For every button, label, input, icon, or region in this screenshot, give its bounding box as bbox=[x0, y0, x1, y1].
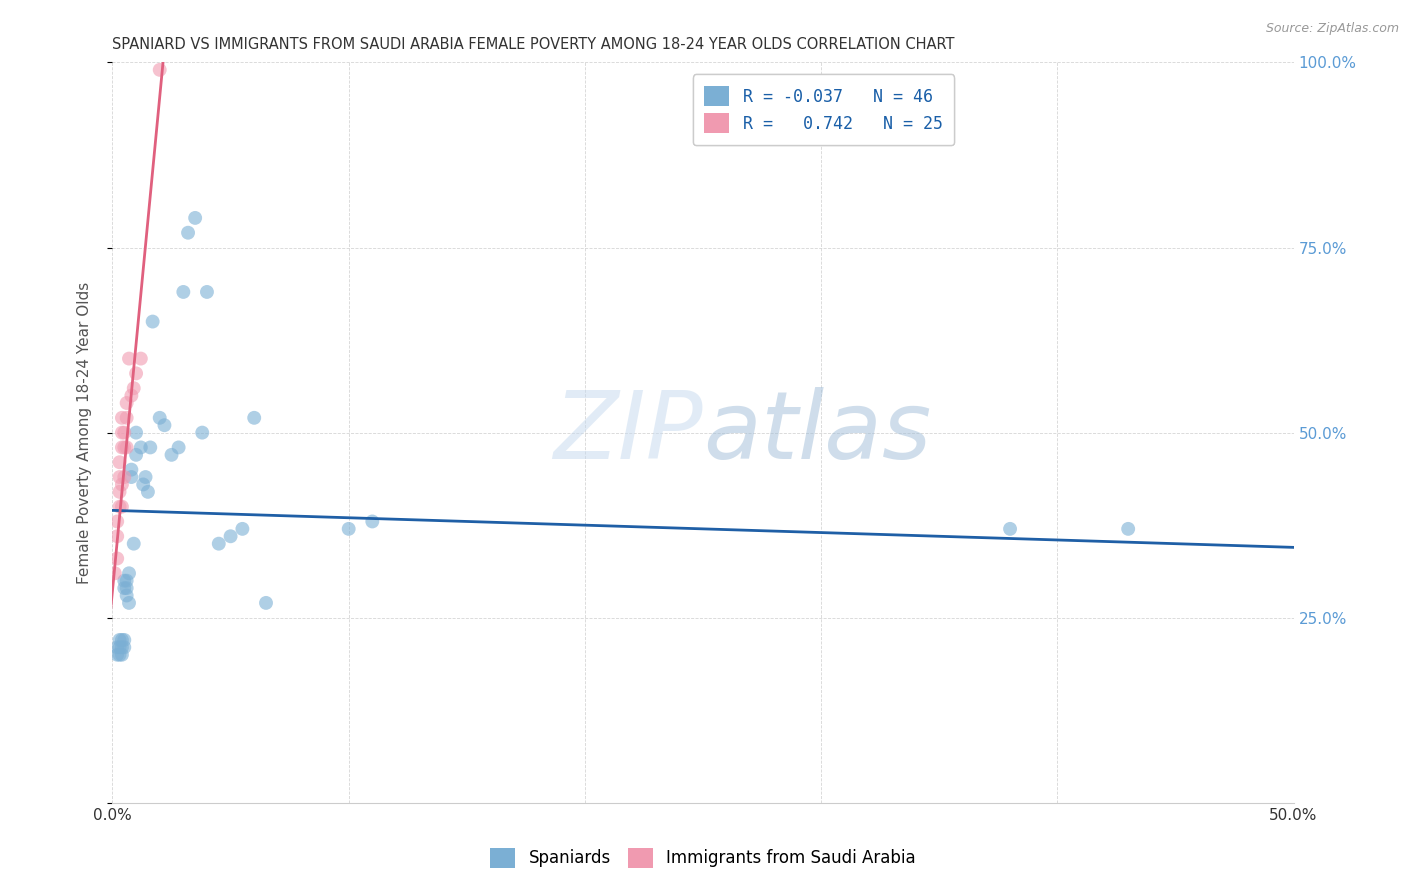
Point bbox=[337, 522, 360, 536]
Point bbox=[108, 640, 131, 655]
Point bbox=[111, 632, 134, 647]
Point bbox=[120, 388, 142, 402]
Point bbox=[219, 529, 242, 543]
Point bbox=[184, 211, 207, 225]
Point bbox=[111, 500, 134, 514]
Y-axis label: Female Poverty Among 18-24 Year Olds: Female Poverty Among 18-24 Year Olds bbox=[77, 282, 91, 583]
Point bbox=[111, 410, 134, 425]
Point bbox=[129, 441, 152, 455]
Point bbox=[111, 640, 134, 655]
Point bbox=[112, 441, 135, 455]
Point bbox=[231, 522, 253, 536]
Point bbox=[108, 500, 131, 514]
Point bbox=[149, 62, 172, 77]
Point bbox=[112, 470, 135, 484]
Point bbox=[243, 410, 266, 425]
Point bbox=[111, 425, 134, 440]
Point bbox=[118, 566, 141, 581]
Point bbox=[149, 410, 172, 425]
Point bbox=[139, 441, 162, 455]
Point bbox=[115, 396, 138, 410]
Point bbox=[125, 367, 148, 381]
Point bbox=[108, 648, 131, 662]
Point bbox=[254, 596, 277, 610]
Point bbox=[111, 648, 134, 662]
Point bbox=[132, 477, 155, 491]
Point bbox=[105, 648, 128, 662]
Point bbox=[142, 314, 165, 328]
Point bbox=[111, 441, 134, 455]
Point bbox=[135, 470, 157, 484]
Legend: Spaniards, Immigrants from Saudi Arabia: Spaniards, Immigrants from Saudi Arabia bbox=[484, 841, 922, 875]
Point bbox=[108, 484, 131, 499]
Point bbox=[115, 574, 138, 588]
Point bbox=[104, 566, 127, 581]
Point bbox=[105, 515, 128, 529]
Text: atlas: atlas bbox=[703, 387, 931, 478]
Point bbox=[172, 285, 194, 299]
Point bbox=[112, 640, 135, 655]
Point bbox=[105, 551, 128, 566]
Legend: R = -0.037   N = 46, R =   0.742   N = 25: R = -0.037 N = 46, R = 0.742 N = 25 bbox=[693, 74, 955, 145]
Text: ZIP: ZIP bbox=[554, 387, 703, 478]
Point bbox=[122, 536, 145, 550]
Point bbox=[108, 632, 131, 647]
Point bbox=[108, 455, 131, 469]
Point bbox=[112, 632, 135, 647]
Point bbox=[160, 448, 183, 462]
Point bbox=[112, 581, 135, 595]
Point bbox=[153, 418, 176, 433]
Point bbox=[115, 410, 138, 425]
Point bbox=[111, 477, 134, 491]
Point bbox=[108, 470, 131, 484]
Point bbox=[115, 581, 138, 595]
Point bbox=[361, 515, 384, 529]
Point bbox=[120, 462, 142, 476]
Point bbox=[125, 425, 148, 440]
Point bbox=[1116, 522, 1139, 536]
Point bbox=[118, 351, 141, 366]
Point bbox=[177, 226, 200, 240]
Point bbox=[998, 522, 1021, 536]
Point bbox=[118, 596, 141, 610]
Point bbox=[112, 425, 135, 440]
Point bbox=[105, 640, 128, 655]
Text: SPANIARD VS IMMIGRANTS FROM SAUDI ARABIA FEMALE POVERTY AMONG 18-24 YEAR OLDS CO: SPANIARD VS IMMIGRANTS FROM SAUDI ARABIA… bbox=[112, 37, 955, 52]
Point bbox=[125, 448, 148, 462]
Point bbox=[115, 589, 138, 603]
Point bbox=[120, 470, 142, 484]
Point bbox=[129, 351, 152, 366]
Point bbox=[122, 381, 145, 395]
Point bbox=[208, 536, 231, 550]
Point bbox=[136, 484, 159, 499]
Point bbox=[112, 574, 135, 588]
Point bbox=[191, 425, 214, 440]
Text: Source: ZipAtlas.com: Source: ZipAtlas.com bbox=[1265, 22, 1399, 36]
Point bbox=[105, 529, 128, 543]
Point bbox=[167, 441, 190, 455]
Point bbox=[195, 285, 218, 299]
Point bbox=[115, 441, 138, 455]
